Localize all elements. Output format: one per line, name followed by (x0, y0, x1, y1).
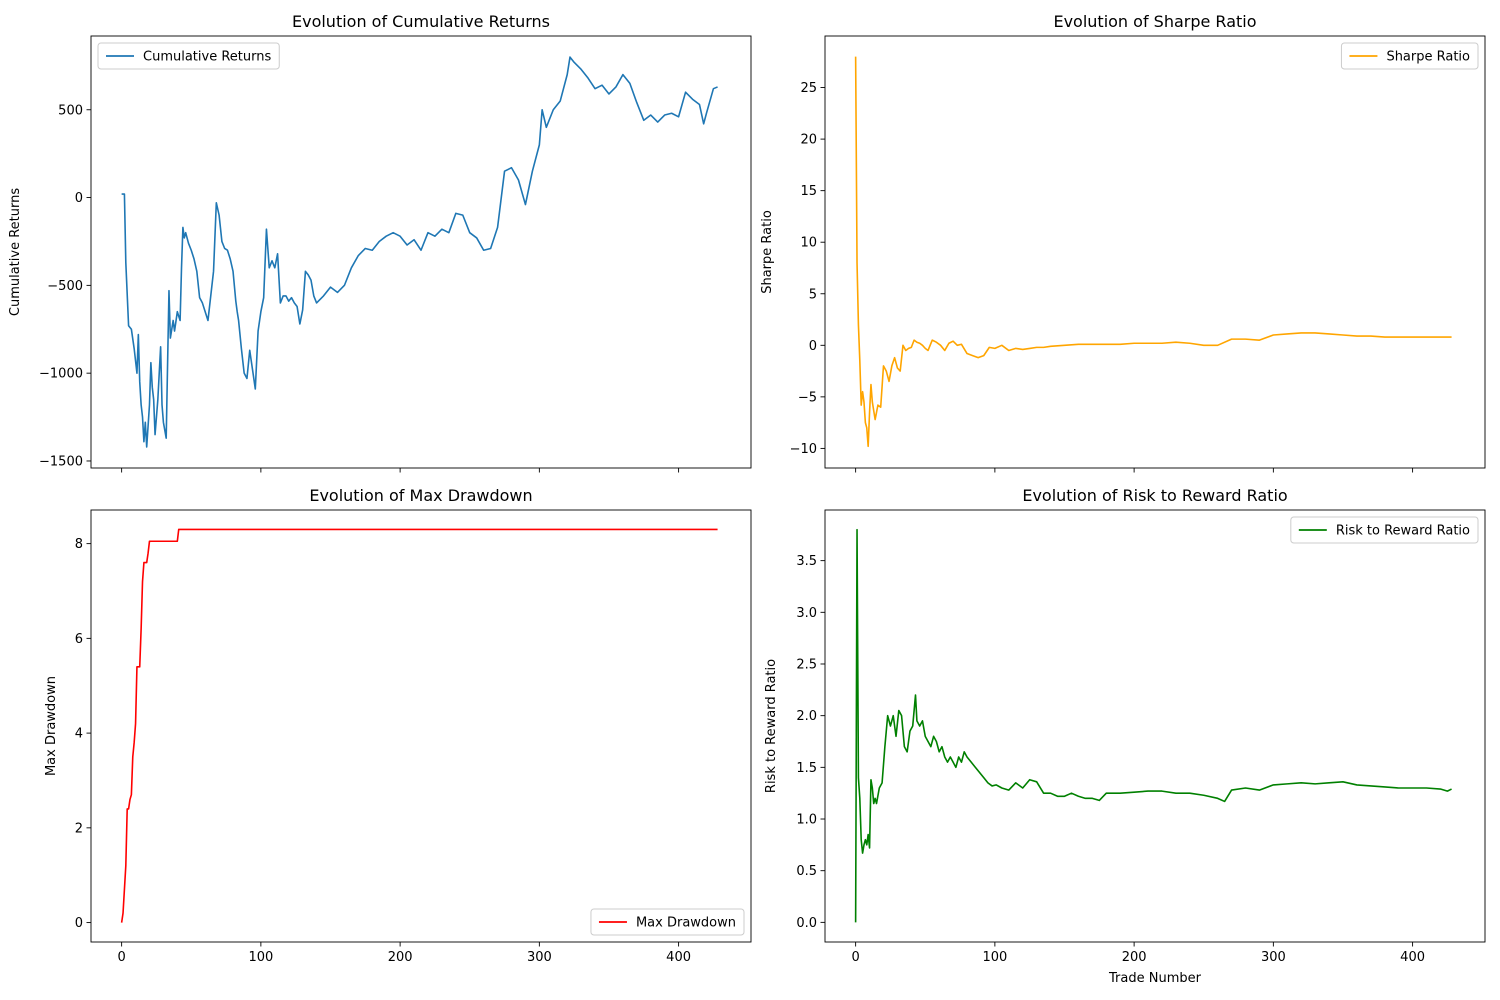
plot-area (91, 510, 751, 942)
x-tick-label: 400 (1400, 950, 1425, 965)
legend-box (97, 42, 280, 70)
series-line (854, 56, 1452, 448)
subplot-4: 0 100 200 300 400 0.0 0.5 1.0 1.5 2.0 2.5 3.0 3.5 Evo… (764, 486, 1486, 986)
plot-area (825, 510, 1485, 942)
y-tick-label: 25 (800, 81, 817, 96)
axes-frame (90, 35, 752, 469)
y-axis-label: Risk to Reward Ratio (764, 659, 779, 793)
y-tick-label: 1.5 (796, 761, 817, 776)
y-tick-label: 10 (800, 236, 817, 251)
y-tick-label: −1000 (39, 367, 83, 382)
chart-title: Evolution of Max Drawdown (309, 486, 532, 505)
series-line (854, 528, 1452, 923)
x-tick-label: 100 (982, 950, 1007, 965)
y-tick-label: −500 (47, 279, 83, 294)
y-axis-label: Sharpe Ratio (760, 210, 775, 294)
axes-frame (824, 509, 1486, 943)
y-axis-label: Max Drawdown (44, 676, 59, 776)
y-tick-label: 0 (75, 916, 83, 931)
series-line (121, 56, 718, 448)
y-tick-label: 2.0 (796, 709, 817, 724)
y-tick-label: 0.5 (796, 864, 817, 879)
x-tick-label: 100 (248, 950, 273, 965)
legend-label: Sharpe Ratio (1386, 50, 1470, 65)
y-axis-label: Cumulative Returns (8, 188, 23, 316)
legend-label: Risk to Reward Ratio (1336, 524, 1470, 539)
x-tick-label: 300 (1261, 950, 1286, 965)
legend-box (1290, 516, 1479, 544)
x-axis-label: Trade Number (1108, 971, 1202, 986)
chart-title: Evolution of Sharpe Ratio (1053, 12, 1256, 31)
x-tick-label: 0 (851, 950, 859, 965)
subplot-1: −1500 −1000 −500 0 500 Evolution of Cumulativ… (8, 12, 752, 473)
legend-box (590, 908, 745, 936)
y-tick-label: 4 (75, 727, 83, 742)
chart-title: Evolution of Cumulative Returns (292, 12, 550, 31)
y-tick-label: 0 (809, 339, 817, 354)
axes-frame (90, 509, 752, 943)
y-tick-label: 2 (75, 821, 83, 836)
chart-title: Evolution of Risk to Reward Ratio (1022, 486, 1287, 505)
y-tick-label: 3.5 (796, 554, 817, 569)
x-tick-label: 200 (388, 950, 413, 965)
y-tick-label: 1.0 (796, 813, 817, 828)
y-tick-label: 3.0 (796, 606, 817, 621)
y-tick-label: 5 (809, 287, 817, 302)
y-tick-label: 15 (800, 184, 817, 199)
y-tick-label: −10 (790, 442, 817, 457)
series-line (120, 528, 718, 923)
x-tick-label: 0 (117, 950, 125, 965)
x-tick-label: 400 (666, 950, 691, 965)
plot-area (825, 36, 1485, 468)
x-tick-label: 200 (1122, 950, 1147, 965)
legend-box (1340, 42, 1479, 70)
legend-label: Max Drawdown (636, 916, 736, 931)
y-tick-label: 500 (58, 103, 83, 118)
y-tick-label: −1500 (39, 454, 83, 469)
x-tick-label: 300 (527, 950, 552, 965)
y-tick-label: 0 (75, 191, 83, 206)
y-tick-label: 6 (75, 632, 83, 647)
y-tick-label: 2.5 (796, 657, 817, 672)
legend-label: Cumulative Returns (143, 50, 271, 65)
y-tick-label: 20 (800, 133, 817, 148)
y-tick-label: 0.0 (796, 916, 817, 931)
plot-area (91, 36, 751, 468)
y-tick-label: 8 (75, 537, 83, 552)
y-tick-label: −5 (798, 390, 817, 405)
axes-frame (824, 35, 1486, 469)
subplot-2: −10 −5 0 5 10 15 20 25 Evolution of Sharpe Ratio… (760, 12, 1486, 473)
subplot-3: 0 100 200 300 400 0 2 4 6 8 Evolution of Max Drawd… (44, 486, 752, 965)
